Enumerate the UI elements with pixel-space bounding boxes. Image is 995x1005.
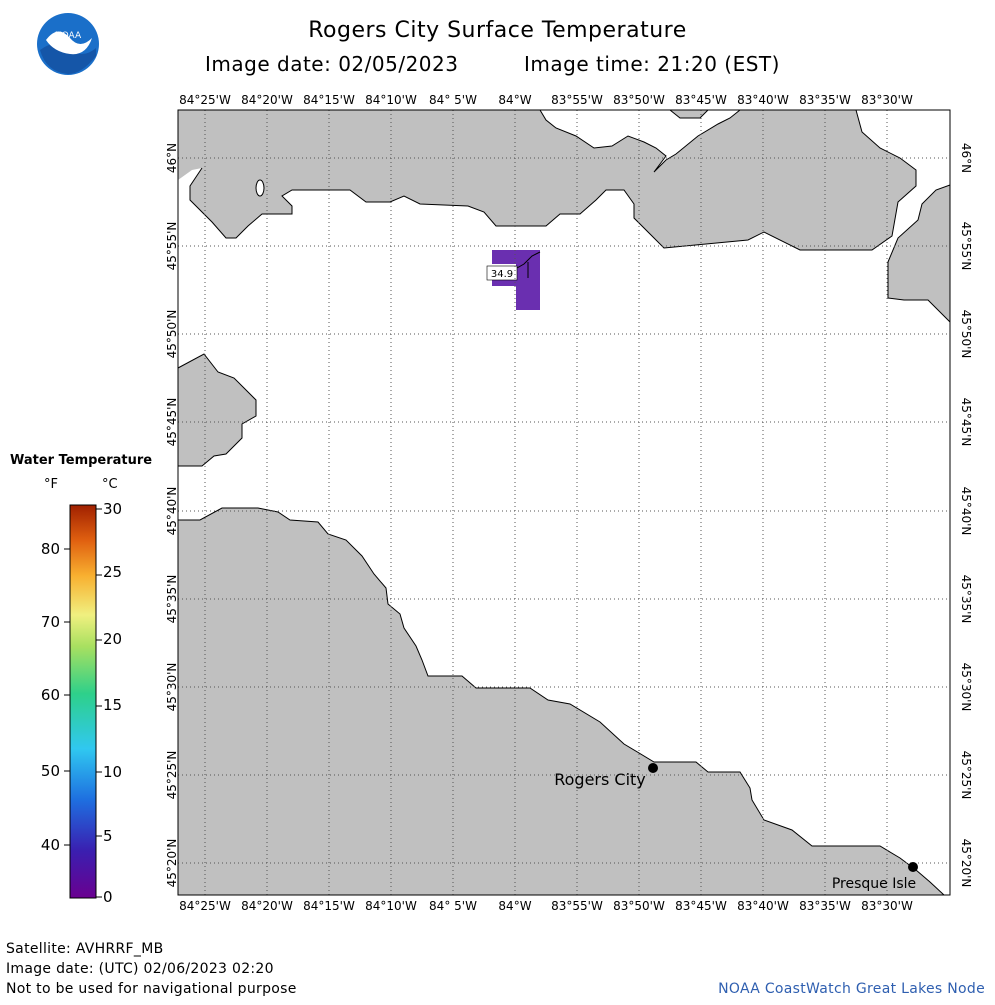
image-date: Image date: 02/05/2023 <box>205 52 459 76</box>
lon-label: 84°15'W <box>303 93 355 107</box>
lat-label: 45°40'N <box>959 487 973 536</box>
lat-label: 46°N <box>165 143 179 173</box>
noaa-logo: NOAA <box>36 12 100 76</box>
lon-label: 83°55'W <box>551 93 603 107</box>
lat-label: 45°20'N <box>165 839 179 888</box>
lon-label: 83°35'W <box>799 899 851 913</box>
utc-date-label: Image date: (UTC) 02/06/2023 02:20 <box>6 961 274 977</box>
legend-c-tick: 30 <box>103 500 122 518</box>
place-rogers-city: Rogers City <box>554 763 658 789</box>
legend-c-tick: 5 <box>103 827 113 845</box>
place-label-rogers-city: Rogers City <box>554 770 646 789</box>
lat-label: 45°55'N <box>165 222 179 271</box>
graticule <box>178 110 950 895</box>
noaa-logo-icon: NOAA <box>37 13 99 75</box>
lat-labels-left: 46°N 45°55'N 45°50'N 45°45'N 45°40'N 45°… <box>165 143 179 888</box>
legend-f-tick: 80 <box>41 540 60 558</box>
lon-label: 84°10'W <box>365 93 417 107</box>
lat-label: 45°40'N <box>165 487 179 536</box>
legend-title: Water Temperature <box>10 453 153 468</box>
lat-label: 45°30'N <box>959 663 973 712</box>
map-frame <box>177 109 951 896</box>
lon-label: 83°45'W <box>675 93 727 107</box>
legend-c-tick: 15 <box>103 696 122 714</box>
lon-label: 84°20'W <box>241 899 293 913</box>
lon-label: 84° 5'W <box>429 93 477 107</box>
lon-label: 83°40'W <box>737 899 789 913</box>
disclaimer-label: Not to be used for navigational purpose <box>6 981 297 997</box>
land-west <box>178 354 256 466</box>
lat-label: 45°35'N <box>959 575 973 624</box>
page-title: Rogers City Surface Temperature <box>308 18 687 43</box>
image-time: Image time: 21:20 (EST) <box>524 52 780 76</box>
lat-label: 45°35'N <box>165 575 179 624</box>
lat-label: 45°45'N <box>959 398 973 447</box>
temperature-value: 34.9 <box>491 269 513 280</box>
lon-label: 83°30'W <box>861 899 913 913</box>
lat-label: 45°25'N <box>165 751 179 800</box>
lat-label: 45°50'N <box>165 310 179 359</box>
lon-label: 84°15'W <box>303 899 355 913</box>
land-north <box>178 110 916 250</box>
legend-unit-c: °C <box>102 477 118 492</box>
lat-labels-right: 46°N 45°55'N 45°50'N 45°45'N 45°40'N 45°… <box>959 143 973 888</box>
lat-label: 45°45'N <box>165 398 179 447</box>
legend-f-tick: 60 <box>41 686 60 704</box>
lon-labels-bottom: 84°25'W 84°20'W 84°15'W 84°10'W 84° 5'W … <box>179 899 913 913</box>
lon-label: 83°50'W <box>613 899 665 913</box>
lon-labels-top: 84°25'W 84°20'W 84°15'W 84°10'W 84° 5'W … <box>179 93 913 107</box>
lat-label: 45°30'N <box>165 663 179 712</box>
legend-c-tick: 20 <box>103 630 122 648</box>
legend-f-tick: 50 <box>41 762 60 780</box>
lat-label: 45°25'N <box>959 751 973 800</box>
credit-label: NOAA CoastWatch Great Lakes Node <box>718 981 985 997</box>
legend-c-tick: 10 <box>103 763 122 781</box>
noaa-logo-text: NOAA <box>55 31 82 41</box>
legend-c-tick: 25 <box>103 563 122 581</box>
legend-f-tick: 40 <box>41 836 60 854</box>
lon-label: 84°W <box>498 899 531 913</box>
legend-unit-f: °F <box>44 477 58 492</box>
lon-label: 84°10'W <box>365 899 417 913</box>
legend-colorbar <box>69 504 97 899</box>
lon-label: 84°25'W <box>179 899 231 913</box>
legend-f-tick: 70 <box>41 613 60 631</box>
land-east <box>888 185 950 322</box>
lat-label: 45°55'N <box>959 222 973 271</box>
lon-label: 83°55'W <box>551 899 603 913</box>
lon-label: 84°W <box>498 93 531 107</box>
lon-label: 83°30'W <box>861 93 913 107</box>
temperature-pixels: 34.9 <box>486 250 541 310</box>
lon-label: 83°40'W <box>737 93 789 107</box>
legend-c-tick: 0 <box>103 888 113 906</box>
lat-label: 45°20'N <box>959 839 973 888</box>
lon-label: 84°25'W <box>179 93 231 107</box>
satellite-label: Satellite: AVHRRF_MB <box>6 941 164 957</box>
lon-label: 83°35'W <box>799 93 851 107</box>
lat-label: 45°50'N <box>959 310 973 359</box>
place-label-presque-isle: Presque Isle <box>832 876 916 892</box>
lon-label: 84° 5'W <box>429 899 477 913</box>
land-south <box>178 508 944 895</box>
lon-label: 83°45'W <box>675 899 727 913</box>
temperature-legend: 80 70 60 50 40 30 25 20 15 10 5 0 <box>41 500 122 906</box>
lon-label: 84°20'W <box>241 93 293 107</box>
place-presque-isle: Presque Isle <box>832 862 918 892</box>
lon-label: 83°50'W <box>613 93 665 107</box>
lat-label: 46°N <box>959 143 973 173</box>
